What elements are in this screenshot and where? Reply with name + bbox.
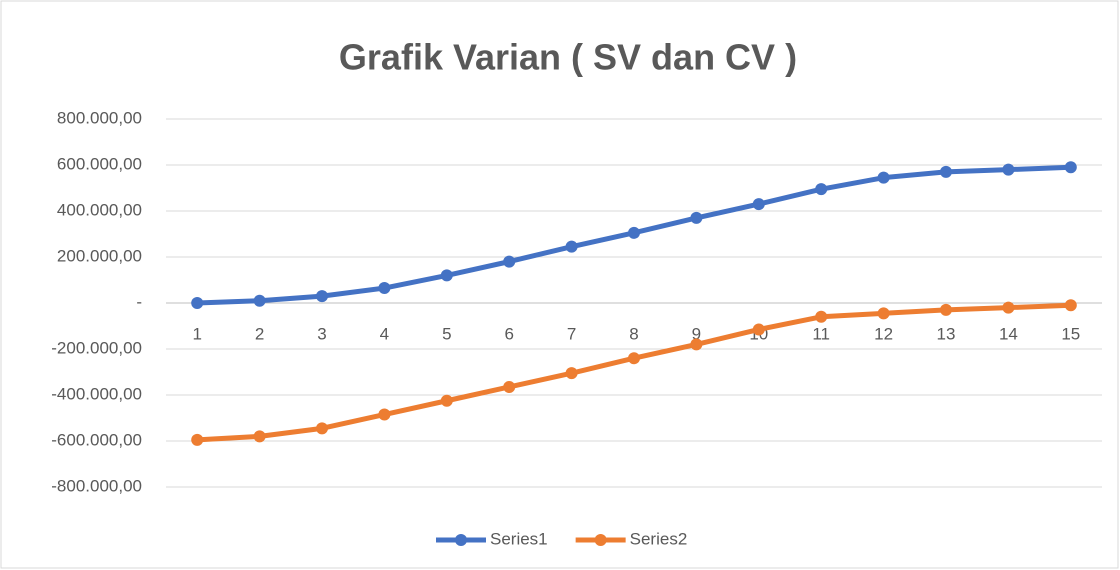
- data-point: [940, 303, 952, 316]
- data-point: [1002, 163, 1015, 176]
- data-point: [690, 338, 703, 351]
- x-tick-label: 2: [255, 324, 264, 343]
- legend-marker: [455, 534, 467, 546]
- data-point: [316, 290, 328, 303]
- data-point: [378, 282, 391, 295]
- x-tick-label: 4: [380, 324, 389, 343]
- chart-title: Grafik Varian ( SV dan CV ): [339, 37, 797, 78]
- data-point: [1064, 299, 1077, 312]
- data-point: [565, 367, 578, 380]
- x-tick-label: 1: [192, 324, 201, 343]
- data-point: [815, 183, 828, 196]
- legend-label: Series1: [490, 529, 548, 548]
- y-tick-label: 800.000,00: [57, 108, 142, 127]
- x-tick-label: 3: [317, 324, 326, 343]
- data-point: [752, 323, 765, 336]
- legend-marker: [594, 534, 607, 546]
- data-point: [815, 310, 828, 323]
- x-tick-label: 13: [937, 324, 956, 343]
- data-point: [191, 433, 204, 446]
- y-tick-label: -400.000,00: [51, 384, 142, 403]
- data-point: [565, 240, 578, 253]
- data-point: [316, 422, 328, 435]
- y-tick-label: -: [136, 292, 142, 311]
- data-point: [628, 352, 640, 365]
- data-point: [378, 408, 391, 421]
- x-tick-label: 12: [874, 324, 893, 343]
- data-point: [253, 294, 266, 307]
- data-point: [940, 165, 952, 178]
- x-tick-label: 9: [692, 324, 701, 343]
- data-point: [1002, 301, 1015, 314]
- y-tick-label: -600.000,00: [51, 430, 142, 449]
- data-point: [752, 198, 765, 211]
- x-tick-label: 6: [504, 324, 513, 343]
- data-point: [191, 297, 204, 309]
- legend-label: Series2: [630, 529, 688, 548]
- x-tick-label: 15: [1061, 324, 1080, 343]
- x-tick-label: 7: [567, 324, 576, 343]
- x-tick-label: 8: [629, 324, 638, 343]
- data-point: [503, 255, 516, 268]
- data-point: [440, 269, 453, 282]
- x-tick-label: 5: [442, 324, 451, 343]
- data-point: [503, 380, 516, 393]
- data-point: [877, 307, 890, 320]
- y-tick-label: -200.000,00: [51, 338, 142, 357]
- x-tick-label: 11: [812, 324, 830, 343]
- y-tick-label: 400.000,00: [57, 200, 142, 219]
- x-tick-label: 14: [999, 324, 1018, 343]
- y-tick-label: -800.000,00: [51, 476, 142, 495]
- y-tick-label: 600.000,00: [57, 154, 142, 173]
- data-point: [690, 211, 703, 224]
- y-tick-label: 200.000,00: [57, 246, 142, 265]
- data-point: [440, 394, 453, 407]
- data-point: [1064, 161, 1077, 174]
- data-point: [253, 430, 266, 443]
- data-point: [628, 226, 640, 239]
- data-point: [877, 171, 890, 184]
